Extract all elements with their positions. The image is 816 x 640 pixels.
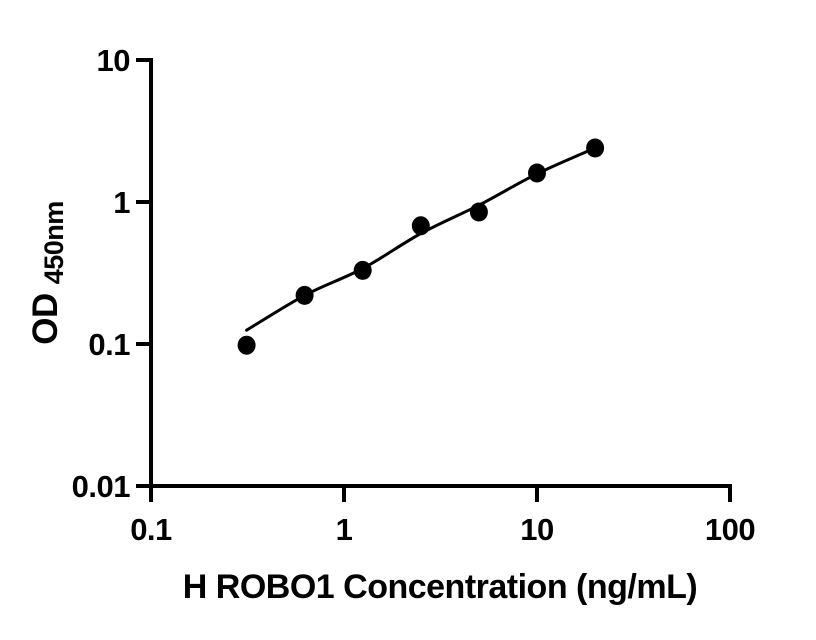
data-point-marker bbox=[295, 285, 314, 305]
y-tick-label: 10 bbox=[97, 43, 130, 78]
x-tick-label: 0.1 bbox=[130, 512, 172, 547]
data-point-marker bbox=[528, 163, 546, 183]
y-tick-label: 0.1 bbox=[88, 327, 130, 362]
y-tick-label: 1 bbox=[113, 185, 130, 220]
axes: 0.01 0.1 1 10 0.1 1 10 100 bbox=[72, 43, 756, 547]
plot-series bbox=[237, 138, 605, 355]
data-point-marker bbox=[237, 335, 256, 355]
data-point-marker bbox=[469, 202, 488, 222]
x-tick-label: 10 bbox=[520, 512, 553, 547]
x-tick-label: 1 bbox=[336, 512, 353, 547]
data-point-marker bbox=[353, 260, 372, 280]
y-axis-title-subscript: 450nm bbox=[39, 201, 69, 284]
x-axis-title: H ROBO1 Concentration (ng/mL) bbox=[183, 568, 697, 606]
x-tick-label: 100 bbox=[705, 512, 755, 547]
y-tick-label: 0.01 bbox=[72, 469, 131, 504]
y-axis-title: OD 450nm bbox=[26, 201, 69, 345]
data-point-marker bbox=[586, 138, 605, 158]
y-axis-title-main: OD bbox=[26, 293, 65, 345]
data-point-marker bbox=[411, 216, 430, 236]
